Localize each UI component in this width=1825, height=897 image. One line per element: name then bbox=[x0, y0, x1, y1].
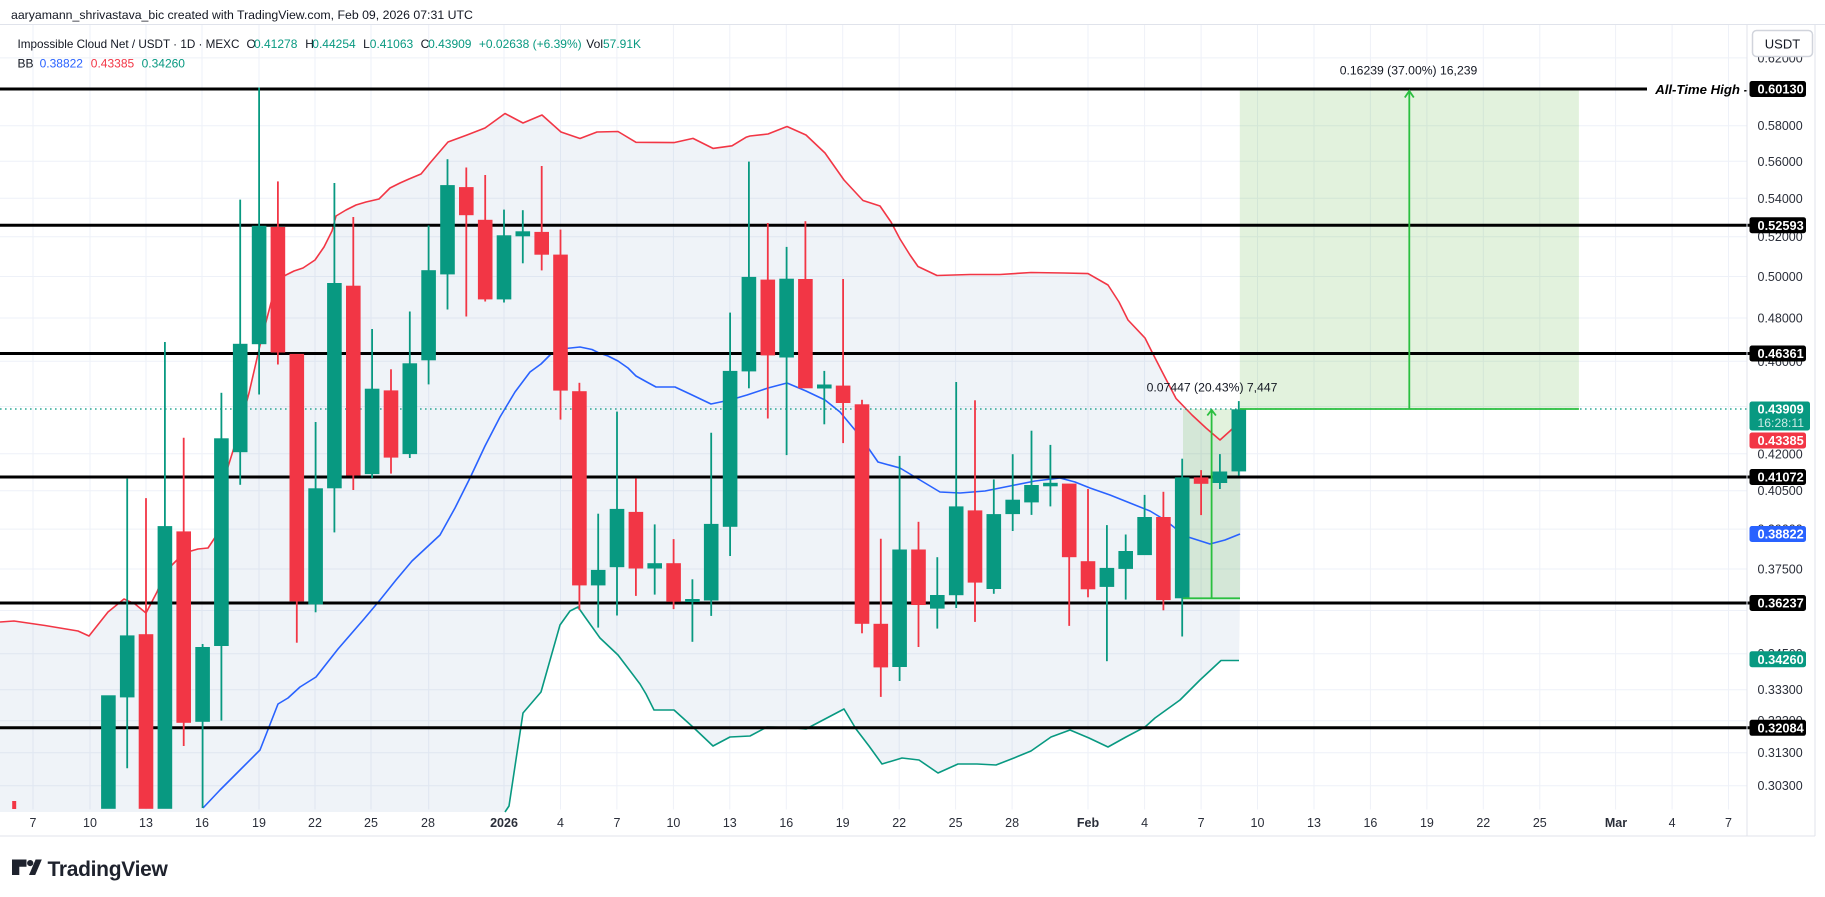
svg-text:0.30300: 0.30300 bbox=[1758, 779, 1803, 793]
svg-text:13: 13 bbox=[723, 816, 737, 830]
svg-text:0.50000: 0.50000 bbox=[1758, 270, 1803, 284]
svg-text:19: 19 bbox=[1420, 816, 1434, 830]
svg-text:Mar: Mar bbox=[1605, 816, 1627, 830]
svg-text:0.44254: 0.44254 bbox=[312, 37, 356, 51]
svg-text:22: 22 bbox=[892, 816, 906, 830]
svg-text:7: 7 bbox=[1198, 816, 1205, 830]
svg-text:4: 4 bbox=[557, 816, 564, 830]
svg-text:0.38822: 0.38822 bbox=[40, 57, 84, 71]
svg-text:TradingView: TradingView bbox=[48, 858, 169, 881]
svg-text:0.07447 (20.43%) 7,447: 0.07447 (20.43%) 7,447 bbox=[1147, 381, 1278, 395]
svg-text:10: 10 bbox=[1251, 816, 1265, 830]
svg-text:BB: BB bbox=[18, 57, 34, 71]
svg-text:H: H bbox=[305, 37, 314, 51]
svg-text:16:28:11: 16:28:11 bbox=[1758, 416, 1805, 430]
svg-text:0.34260: 0.34260 bbox=[142, 57, 186, 71]
svg-text:0.43909: 0.43909 bbox=[428, 37, 472, 51]
svg-text:0.41278: 0.41278 bbox=[254, 37, 298, 51]
svg-text:7: 7 bbox=[30, 816, 37, 830]
svg-text:13: 13 bbox=[139, 816, 153, 830]
svg-text:L: L bbox=[363, 37, 370, 51]
svg-text:0.52000: 0.52000 bbox=[1758, 230, 1803, 244]
svg-text:19: 19 bbox=[252, 816, 266, 830]
svg-text:USDT: USDT bbox=[1765, 37, 1800, 52]
svg-text:aaryamann_shrivastava_bic crea: aaryamann_shrivastava_bic created with T… bbox=[11, 8, 473, 22]
svg-text:0.43385: 0.43385 bbox=[91, 57, 135, 71]
svg-text:Impossible Cloud Net / USDT ·: Impossible Cloud Net / USDT · 1D · MEXC bbox=[18, 38, 240, 51]
svg-text:0.58000: 0.58000 bbox=[1758, 119, 1803, 133]
svg-text:0.36237: 0.36237 bbox=[1758, 596, 1804, 611]
svg-text:19: 19 bbox=[836, 816, 850, 830]
svg-text:25: 25 bbox=[1533, 816, 1547, 830]
svg-text:0.16239 (37.00%) 16,239: 0.16239 (37.00%) 16,239 bbox=[1340, 64, 1478, 78]
svg-text:0.54000: 0.54000 bbox=[1758, 192, 1803, 206]
svg-text:0.38822: 0.38822 bbox=[1758, 527, 1804, 542]
svg-text:0.31300: 0.31300 bbox=[1758, 746, 1803, 760]
svg-text:28: 28 bbox=[421, 816, 435, 830]
svg-text:0.33300: 0.33300 bbox=[1758, 683, 1803, 697]
svg-text:7: 7 bbox=[1725, 816, 1732, 830]
svg-text:4: 4 bbox=[1669, 816, 1676, 830]
svg-text:16: 16 bbox=[195, 816, 209, 830]
svg-text:0.40500: 0.40500 bbox=[1758, 484, 1803, 498]
svg-text:13: 13 bbox=[1307, 816, 1321, 830]
svg-text:0.34260: 0.34260 bbox=[1758, 652, 1804, 667]
svg-text:0.52593: 0.52593 bbox=[1758, 218, 1804, 233]
svg-text:Vol: Vol bbox=[586, 37, 603, 51]
svg-text:7: 7 bbox=[614, 816, 621, 830]
svg-text:0.41063: 0.41063 bbox=[370, 37, 414, 51]
svg-text:4: 4 bbox=[1141, 816, 1148, 830]
svg-text:10: 10 bbox=[666, 816, 680, 830]
svg-text:C: C bbox=[421, 37, 430, 51]
svg-text:25: 25 bbox=[949, 816, 963, 830]
svg-text:25: 25 bbox=[364, 816, 378, 830]
svg-text:0.43385: 0.43385 bbox=[1758, 433, 1804, 448]
svg-text:2026: 2026 bbox=[490, 816, 518, 830]
svg-text:0.60130: 0.60130 bbox=[1758, 82, 1804, 97]
svg-text:0.48000: 0.48000 bbox=[1758, 312, 1803, 326]
svg-text:28: 28 bbox=[1005, 816, 1019, 830]
svg-text:All-Time High -: All-Time High - bbox=[1654, 82, 1748, 97]
svg-text:22: 22 bbox=[1476, 816, 1490, 830]
svg-text:0.46361: 0.46361 bbox=[1758, 346, 1804, 361]
svg-text:+0.02638 (+6.39%): +0.02638 (+6.39%) bbox=[479, 37, 582, 51]
svg-text:16: 16 bbox=[1363, 816, 1377, 830]
svg-text:57.91K: 57.91K bbox=[603, 37, 641, 51]
svg-text:16: 16 bbox=[779, 816, 793, 830]
svg-text:0.41072: 0.41072 bbox=[1758, 470, 1804, 485]
svg-text:10: 10 bbox=[83, 816, 97, 830]
svg-text:O: O bbox=[247, 37, 256, 51]
svg-text:0.32084: 0.32084 bbox=[1758, 720, 1805, 735]
svg-text:0.43909: 0.43909 bbox=[1758, 402, 1804, 417]
svg-text:0.42000: 0.42000 bbox=[1758, 447, 1803, 461]
svg-text:0.37500: 0.37500 bbox=[1758, 563, 1803, 577]
svg-text:22: 22 bbox=[308, 816, 322, 830]
svg-text:0.56000: 0.56000 bbox=[1758, 155, 1803, 169]
svg-text:Feb: Feb bbox=[1077, 816, 1100, 830]
